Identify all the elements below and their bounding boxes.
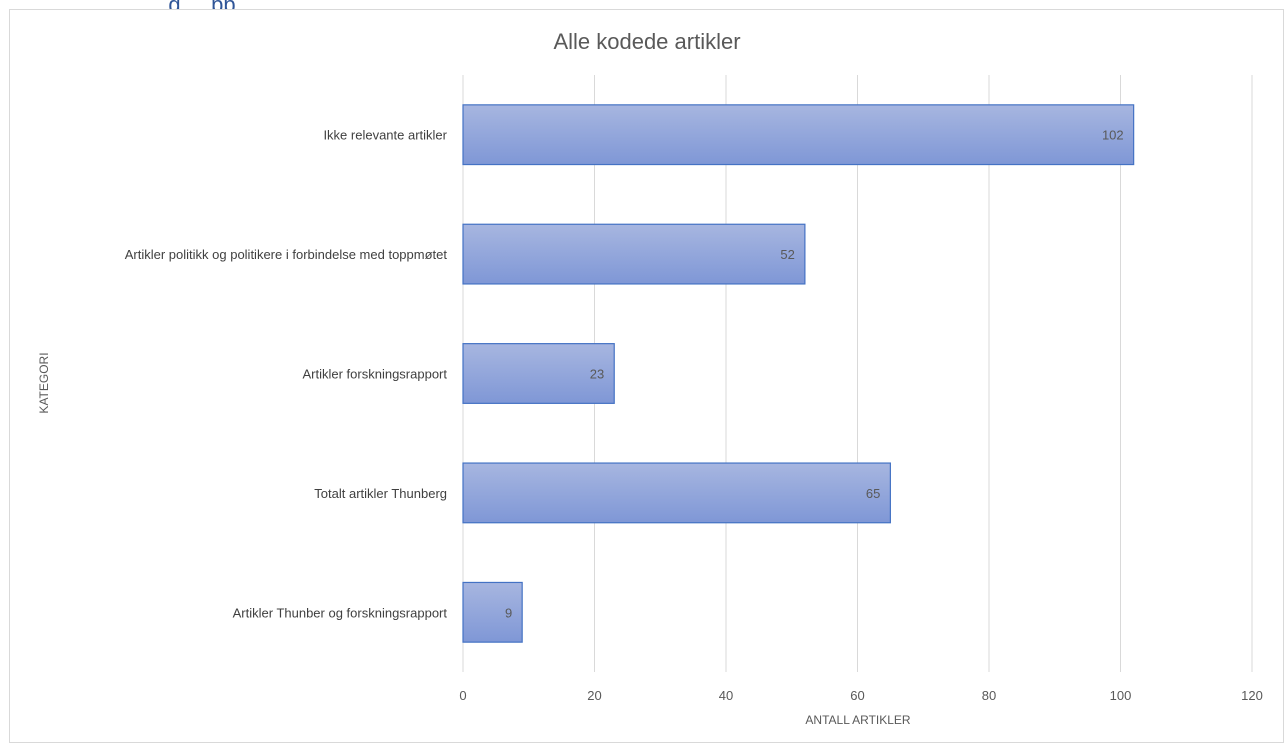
category-label: Totalt artikler Thunberg [314,486,447,501]
bar [462,223,806,285]
category-label: Artikler forskningsrapport [303,367,448,382]
bar [462,581,523,643]
category-labels: Ikke relevante artikler Artikler politikk… [125,128,448,621]
gridlines [462,75,1253,672]
category-label: Ikke relevante artikler [323,128,447,143]
x-tick-label: 40 [719,688,733,703]
x-tick-label: 120 [1241,688,1263,703]
x-tick-labels: 0 20 40 60 80 100 120 [459,688,1262,703]
bar [462,462,891,524]
data-label: 65 [866,486,880,501]
category-label: Artikler politikk og politikere i forbin… [125,247,448,262]
data-label: 102 [1102,128,1124,143]
x-tick-label: 20 [587,688,601,703]
data-label: 52 [780,247,794,262]
category-label: Artikler Thunber og forskningsrapport [233,605,448,620]
bars: 102 52 23 65 9 [462,104,1135,643]
x-axis-title: ANTALL ARTIKLER [805,713,910,727]
bar [462,343,615,404]
x-tick-label: 60 [850,688,864,703]
x-tick-label: 100 [1110,688,1132,703]
data-label: 23 [590,367,604,382]
x-tick-label: 0 [459,688,466,703]
x-tick-label: 80 [982,688,996,703]
bar [462,104,1135,166]
data-label: 9 [505,605,512,620]
y-axis-title: KATEGORI [37,352,51,413]
chart-title: Alle kodede artikler [553,29,740,54]
